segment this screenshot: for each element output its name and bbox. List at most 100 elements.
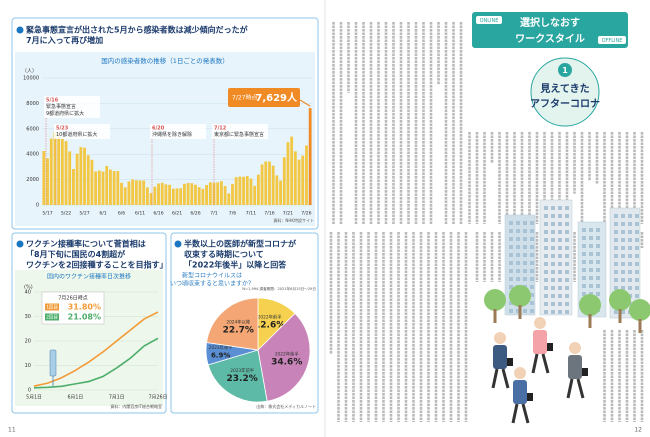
building-window [582, 252, 586, 256]
x-tick-label: 6/1 [99, 211, 106, 217]
y-tick-label: 6000 [26, 126, 39, 132]
legend-swatch [45, 313, 59, 321]
building-window [635, 270, 639, 274]
chart-title: ワクチンを2回接種することを目指す」 [26, 260, 168, 270]
building-window [614, 310, 618, 314]
bar [286, 142, 290, 205]
x-tick-label: 7月1日 [109, 395, 125, 401]
building-window [635, 262, 639, 266]
building-window [596, 260, 600, 264]
building-window [558, 286, 562, 290]
building-window [596, 276, 600, 280]
building-window [596, 252, 600, 256]
building-window [544, 222, 548, 226]
bar [179, 188, 183, 205]
building-window [596, 244, 600, 248]
y-tick-label: 40 [25, 290, 31, 296]
building-window [614, 238, 618, 242]
x-tick-label: 7/1 [210, 211, 217, 217]
building-window [635, 238, 639, 242]
slice-value: 23.2% [227, 374, 258, 384]
x-tick-label: 6/21 [172, 211, 182, 217]
building-window [635, 230, 639, 234]
bar [131, 179, 135, 205]
bar [105, 166, 109, 205]
bar [182, 183, 186, 205]
tag [598, 36, 626, 44]
x-tick-label: 7/26 [301, 211, 311, 217]
building-window [558, 294, 562, 298]
building-window [558, 238, 562, 242]
bar [83, 147, 86, 205]
person-leg [566, 378, 574, 399]
building-window [551, 254, 555, 258]
annotation-box [54, 124, 110, 139]
building-window [582, 260, 586, 264]
building-window [565, 310, 569, 314]
building-window [635, 246, 639, 250]
axis-unit: （人） [22, 69, 37, 75]
chapter-title: 見えてきた [539, 83, 589, 95]
bar [75, 153, 79, 205]
building-window [558, 246, 562, 250]
person-head [514, 367, 526, 379]
bar [127, 181, 131, 205]
building-window [582, 276, 586, 280]
tree [484, 289, 506, 311]
bar [42, 151, 46, 205]
building-window [614, 286, 618, 290]
slice-value: 12.6% [254, 321, 285, 331]
building-window [596, 268, 600, 272]
bar [279, 180, 282, 205]
building-window [596, 284, 600, 288]
building-window [530, 285, 534, 289]
building-window [544, 294, 548, 298]
slice-label: 2022年後半 [275, 351, 300, 358]
building-window [516, 261, 520, 265]
heading-bullet [16, 26, 24, 34]
building-window [551, 206, 555, 210]
building-window [558, 254, 562, 258]
building-window [516, 309, 520, 313]
building-window [628, 230, 632, 234]
building-window [565, 214, 569, 218]
bar [212, 182, 216, 205]
building-window [614, 214, 618, 218]
question-text: いつ頃収束すると思いますか？ [170, 280, 254, 288]
source-note: 資料：内閣官房IT総合戦略室 [110, 403, 162, 409]
building-window [523, 237, 527, 241]
y-tick-label: 4000 [26, 152, 39, 158]
person-head [569, 342, 581, 354]
building-window [530, 277, 534, 281]
building-window [565, 230, 569, 234]
bar [157, 183, 160, 205]
chart-title: 収束する時期について [184, 249, 264, 259]
building-window [509, 261, 513, 265]
x-tick-label: 5月1日 [26, 395, 42, 401]
annotation-date: 7/12 [214, 126, 227, 132]
annotation-text: 10都道府県に拡大 [56, 131, 97, 138]
building-window [509, 269, 513, 273]
building-window [589, 244, 593, 248]
x-tick-label: 7/11 [246, 211, 256, 217]
building-window [614, 246, 618, 250]
bar [57, 132, 61, 205]
chapter-number-bg [558, 63, 572, 77]
building-window [551, 270, 555, 274]
building-window [628, 278, 632, 282]
x-tick-label: 5/22 [61, 211, 71, 217]
building-window [628, 262, 632, 266]
bar [208, 182, 212, 205]
person-leg [576, 378, 585, 399]
building-window [589, 260, 593, 264]
building-window [530, 237, 534, 241]
building-window [565, 294, 569, 298]
building-window [523, 269, 527, 273]
building-window [614, 278, 618, 282]
bar [275, 175, 279, 205]
building-window [523, 309, 527, 313]
building-window [551, 214, 555, 218]
building-window [614, 222, 618, 226]
building-window [516, 221, 520, 225]
